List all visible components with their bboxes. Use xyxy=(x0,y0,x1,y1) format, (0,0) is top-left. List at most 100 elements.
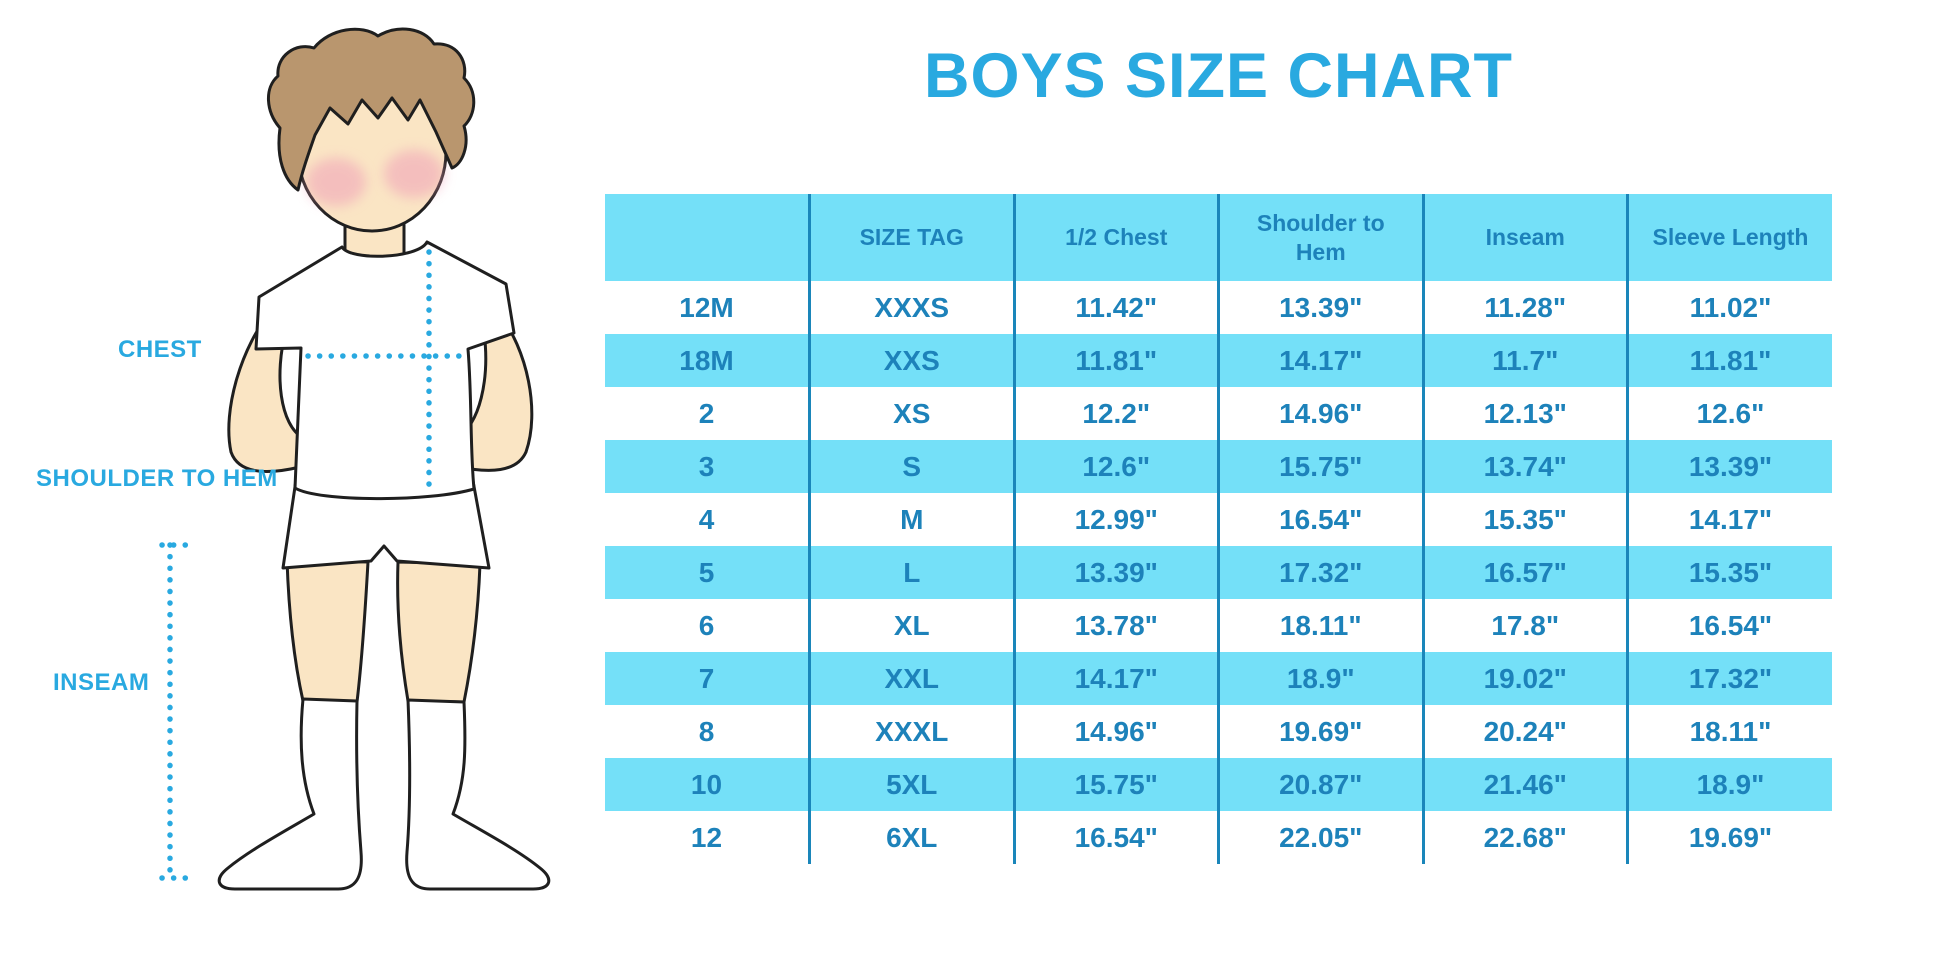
boy-right-leg xyxy=(396,560,482,704)
boy-hair xyxy=(267,27,476,192)
table-cell: 11.02" xyxy=(1626,281,1832,334)
boy-illustration xyxy=(159,27,551,891)
table-cell: 11.7" xyxy=(1421,334,1628,387)
shoulder-to-hem-label: SHOULDER TO HEM xyxy=(36,465,278,492)
table-cell: 14.17" xyxy=(1012,652,1219,705)
table-cell: 11.28" xyxy=(1421,281,1628,334)
table-cell: 13.39" xyxy=(1217,281,1423,334)
table-cell: 15.35" xyxy=(1421,493,1628,546)
table-row: 8 XXXL 14.96" 19.69" 20.24" 18.11" xyxy=(605,705,1832,758)
table-cell: 15.35" xyxy=(1626,546,1832,599)
table-cell: 14.17" xyxy=(1217,334,1423,387)
table-row: 2 XS 12.2" 14.96" 12.13" 12.6" xyxy=(605,387,1832,440)
table-cell: 20.87" xyxy=(1217,758,1423,811)
inseam-label: INSEAM xyxy=(53,669,150,696)
table-cell: 19.69" xyxy=(1626,811,1832,864)
table-cell: 22.05" xyxy=(1217,811,1423,864)
table-row: 5 L 13.39" 17.32" 16.57" 15.35" xyxy=(605,546,1832,599)
column-header-size-tag: SIZE TAG xyxy=(808,194,1014,281)
column-header-shoulder-to-hem: Shoulder to Hem xyxy=(1217,194,1423,281)
column-header-sleeve-length: Sleeve Length xyxy=(1626,194,1832,281)
table-cell: 15.75" xyxy=(1012,758,1219,811)
boy-right-sock xyxy=(405,698,551,891)
table-cell: 18.11" xyxy=(1626,705,1832,758)
table-row: 7 XXL 14.17" 18.9" 19.02" 17.32" xyxy=(605,652,1832,705)
boy-left-leg xyxy=(285,558,370,704)
boy-shorts xyxy=(281,478,491,570)
table-cell: 18.9" xyxy=(1217,652,1423,705)
table-cell: 19.02" xyxy=(1421,652,1628,705)
chest-label: CHEST xyxy=(118,336,202,363)
table-cell: 13.39" xyxy=(1012,546,1219,599)
column-header-half-chest: 1/2 Chest xyxy=(1012,194,1219,281)
table-cell: 17.32" xyxy=(1626,652,1832,705)
table-cell: 18.9" xyxy=(1626,758,1832,811)
table-cell: 16.54" xyxy=(1217,493,1423,546)
column-header-size xyxy=(605,194,810,281)
table-row: 3 S 12.6" 15.75" 13.74" 13.39" xyxy=(605,440,1832,493)
table-cell: 11.42" xyxy=(1012,281,1219,334)
table-row: 18M XXS 11.81" 14.17" 11.7" 11.81" xyxy=(605,334,1832,387)
size-table-body: 12M XXXS 11.42" 13.39" 11.28" 11.02" 18M XXS 11.… xyxy=(605,281,1832,864)
table-cell: S xyxy=(808,440,1014,493)
column-header-inseam: Inseam xyxy=(1421,194,1628,281)
page-title: BOYS SIZE CHART xyxy=(923,41,1514,111)
table-cell: XXXS xyxy=(808,281,1014,334)
table-cell: 17.32" xyxy=(1217,546,1423,599)
table-cell: XL xyxy=(808,599,1014,652)
table-cell: 16.54" xyxy=(1012,811,1219,864)
table-cell: 8 xyxy=(698,715,715,747)
table-cell: L xyxy=(808,546,1014,599)
table-header-row: SIZE TAG 1/2 Chest Shoulder to Hem Insea… xyxy=(605,194,1832,281)
table-cell: 12 xyxy=(690,821,723,853)
table-cell: 14.96" xyxy=(1012,705,1219,758)
table-cell: 12.13" xyxy=(1421,387,1628,440)
boy-blush-left xyxy=(306,158,366,206)
table-cell: XXS xyxy=(808,334,1014,387)
table-cell: 13.39" xyxy=(1626,440,1832,493)
table-cell: 5 xyxy=(605,546,810,599)
table-cell: 14.17" xyxy=(1626,493,1832,546)
table-cell: 12M xyxy=(679,291,734,323)
boy-left-sock xyxy=(217,697,363,891)
table-row: 6 XL 13.78" 18.11" 17.8" 16.54" xyxy=(605,599,1832,652)
table-cell: 18.11" xyxy=(1217,599,1423,652)
table-cell: XXXL xyxy=(808,705,1014,758)
table-cell: 12.6" xyxy=(1626,387,1832,440)
boy-right-arm xyxy=(454,310,534,472)
table-cell: 20.24" xyxy=(1421,705,1628,758)
table-cell: 17.8" xyxy=(1421,599,1628,652)
table-cell: 13.74" xyxy=(1421,440,1628,493)
table-cell: 6XL xyxy=(808,811,1014,864)
table-row: 10 5XL 15.75" 20.87" 21.46" 18.9" xyxy=(605,758,1832,811)
table-cell: XS xyxy=(808,387,1014,440)
table-cell: 4 xyxy=(698,503,715,535)
table-cell: 12.2" xyxy=(1012,387,1219,440)
table-cell: 18M xyxy=(605,334,810,387)
table-cell: XXL xyxy=(808,652,1014,705)
boys-size-table: SIZE TAG 1/2 Chest Shoulder to Hem Insea… xyxy=(605,194,1832,864)
table-cell: 16.57" xyxy=(1421,546,1628,599)
table-cell: 19.69" xyxy=(1217,705,1423,758)
table-cell: M xyxy=(808,493,1014,546)
boy-shirt xyxy=(254,240,516,501)
table-cell: 14.96" xyxy=(1217,387,1423,440)
table-cell: 21.46" xyxy=(1421,758,1628,811)
table-cell: 2 xyxy=(698,397,715,429)
table-cell: 22.68" xyxy=(1421,811,1628,864)
table-cell: 6 xyxy=(698,609,715,641)
table-cell: 11.81" xyxy=(1012,334,1219,387)
table-cell: 11.81" xyxy=(1626,334,1832,387)
table-cell: 12.6" xyxy=(1012,440,1219,493)
table-cell: 3 xyxy=(605,440,810,493)
table-row: 4 M 12.99" 16.54" 15.35" 14.17" xyxy=(605,493,1832,546)
table-cell: 5XL xyxy=(808,758,1014,811)
table-row: 12 6XL 16.54" 22.05" 22.68" 19.69" xyxy=(605,811,1832,864)
table-row: 12M XXXS 11.42" 13.39" 11.28" 11.02" xyxy=(605,281,1832,334)
table-cell: 10 xyxy=(605,758,810,811)
table-cell: 15.75" xyxy=(1217,440,1423,493)
boy-blush-right xyxy=(384,150,444,198)
table-cell: 16.54" xyxy=(1626,599,1832,652)
table-cell: 12.99" xyxy=(1012,493,1219,546)
table-cell: 7 xyxy=(605,652,810,705)
